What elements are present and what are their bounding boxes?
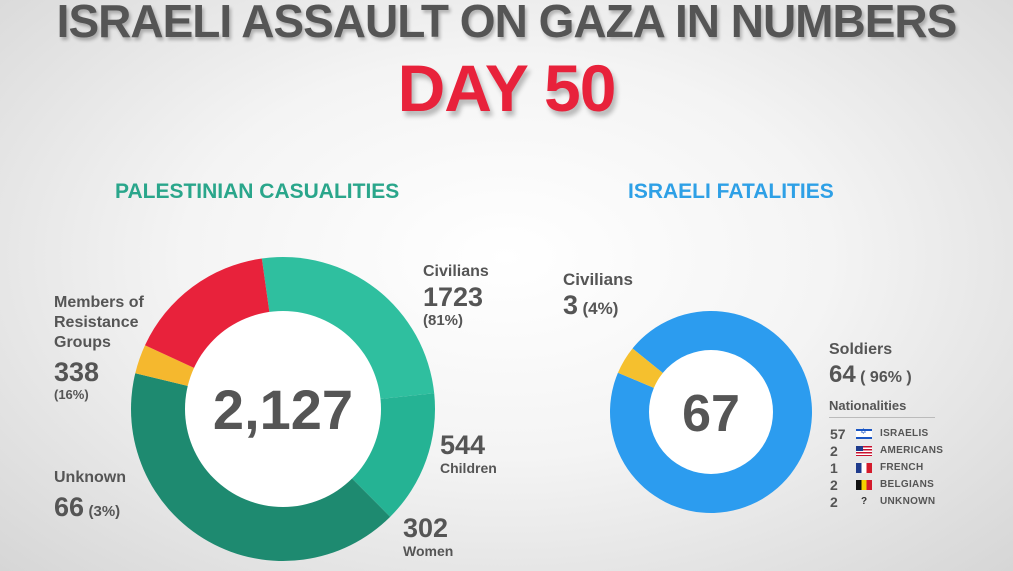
pal-resistance-name-1: Members of [54,294,144,311]
flag-fr-icon [856,462,872,473]
palestinian-section-title: PALESTINIAN CASUALITIES [115,180,400,203]
pal-resistance-num: 338 [54,357,100,387]
infographic-subtitle: DAY 50 [397,51,617,125]
nationality-row: 57 ISRAELIS [830,425,943,442]
flag-us-icon [856,445,872,456]
nationality-count: 2 [830,442,838,459]
nationality-name: AMERICANS [880,445,944,456]
flag-un-icon: ? [860,495,868,507]
nationalities-divider [829,417,935,418]
pal-civilians-label: Civilians 1723 (81%) [423,262,489,329]
israeli-donut-chart: 67 [610,311,812,513]
pal-unknown-label: Unknown 66 (3%) [54,468,126,522]
flag-be-icon [856,479,872,490]
israeli-donut-hole [649,350,773,474]
pal-unknown-num: 66 [54,492,85,522]
isr-soldiers-name: Soldiers [829,341,893,358]
pal-women-num: 302 [403,513,449,543]
pal-civilians-num: 1723 [423,282,484,312]
nationality-name: UNKNOWN [880,496,936,507]
infographic-title: ISRAELI ASSAULT ON GAZA IN NUMBERS [56,0,958,47]
pal-resistance-label: Members of Resistance Groups 338 (16%) [54,293,144,402]
pal-women-name: Women [403,543,454,559]
nationality-row: 2 BELGIANS [830,476,943,493]
flag-il-icon [856,427,872,439]
pal-unknown-name: Unknown [54,469,126,486]
nationality-row: 2? UNKNOWN [830,493,943,510]
isr-civilians-name: Civilians [563,270,633,289]
nationality-name: BELGIANS [880,479,935,490]
pal-children-label: 544 Children [440,430,497,476]
pal-resistance-name-2: Resistance [54,314,139,331]
isr-soldiers-num: 64 [829,361,856,388]
nationality-count: 1 [830,459,838,476]
israeli-section-title: ISRAELI FATALITIES [628,180,834,203]
isr-civilians-num: 3 [563,290,579,320]
nationalities-list: 57 ISRAELIS 2 AMERICANS 1 FRENCH 2 BELGIANS 2? UN… [830,425,943,510]
pal-resistance-name-3: Groups [54,334,111,351]
palestinian-donut-chart: 2,127 [131,257,435,561]
pal-civilians-name: Civilians [423,263,489,280]
isr-civilians-label: Civilians 3 (4%) [563,270,633,320]
nationality-count: 2 [830,476,838,493]
pal-children-name: Children [440,460,497,476]
nationality-row: 1 FRENCH [830,459,943,476]
isr-soldiers-label: Soldiers 64 ( 96% ) [829,340,912,390]
pal-unknown-pct: (3%) [88,503,121,520]
isr-soldiers-pct: ( 96% ) [860,369,912,386]
nationality-row: 2 AMERICANS [830,442,943,459]
nationalities-title: Nationalities [829,398,907,413]
palestinian-donut-hole [185,311,381,507]
nationality-count: 57 [830,425,846,442]
pal-civilians-pct: (81%) [423,312,464,329]
pal-women-label: 302 Women [403,513,453,559]
palestinian-total: 2,127 [213,378,353,441]
pal-children-num: 544 [440,430,486,460]
nationality-name: ISRAELIS [880,428,929,439]
israeli-total: 67 [682,385,740,443]
isr-civilians-pct: (4%) [582,299,619,318]
nationality-name: FRENCH [880,462,924,473]
pal-resistance-pct: (16%) [54,387,89,402]
nationality-count: 2 [830,493,838,510]
